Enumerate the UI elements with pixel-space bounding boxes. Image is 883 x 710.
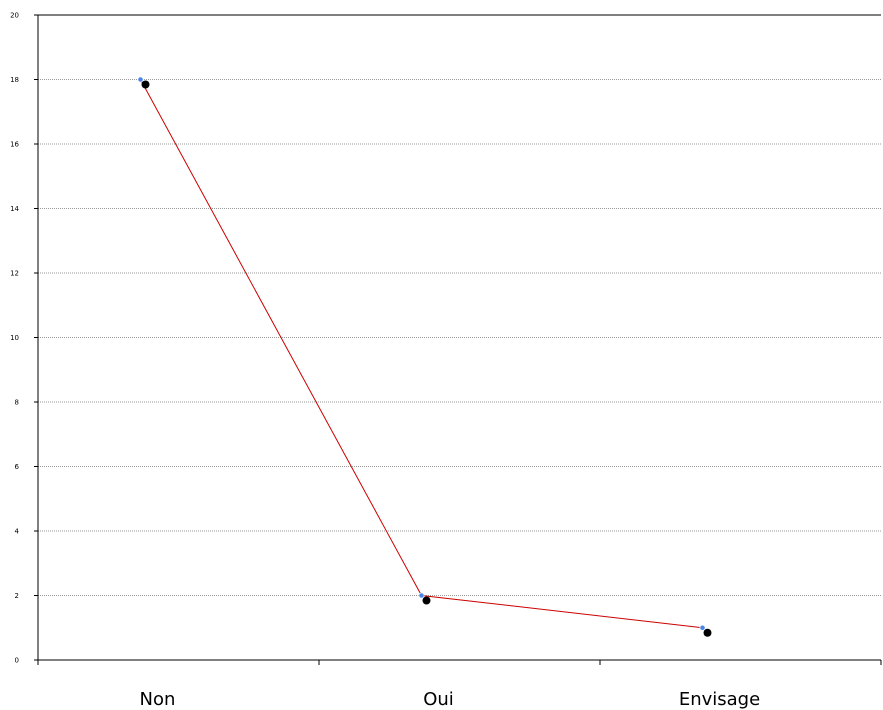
- series-line-0: [140, 79, 703, 629]
- category-label-oui: Oui: [423, 689, 454, 710]
- y-tick-label-18: 18: [10, 76, 19, 84]
- category-labels: Non Oui Envisage: [140, 689, 761, 710]
- marker-shadow-non: [141, 80, 150, 89]
- data-point-envisage: [699, 624, 706, 631]
- data-point-non: [137, 76, 144, 83]
- y-tick-label-6: 6: [15, 463, 20, 471]
- marker-shadow-oui: [422, 596, 431, 605]
- gridlines: [38, 14, 881, 596]
- y-tick-label-2: 2: [15, 592, 19, 600]
- y-tick-label-10: 10: [10, 334, 19, 342]
- series: [137, 76, 712, 637]
- y-tick-label-0: 0: [15, 657, 19, 665]
- y-tick-labels: 0 2 4 6 8 10 12 14 16 18 20: [10, 12, 38, 665]
- y-tick-label-8: 8: [15, 399, 19, 407]
- y-tick-label-14: 14: [10, 205, 19, 213]
- y-tick-label-20: 20: [10, 12, 19, 20]
- y-tick-label-4: 4: [15, 528, 20, 536]
- category-label-envisage: Envisage: [679, 689, 760, 710]
- marker-shadow-envisage: [703, 628, 712, 637]
- x-ticks: [37, 660, 882, 665]
- data-point-oui: [418, 592, 425, 599]
- category-label-non: Non: [140, 689, 176, 710]
- y-tick-label-12: 12: [10, 270, 19, 278]
- y-tick-label-16: 16: [10, 141, 19, 149]
